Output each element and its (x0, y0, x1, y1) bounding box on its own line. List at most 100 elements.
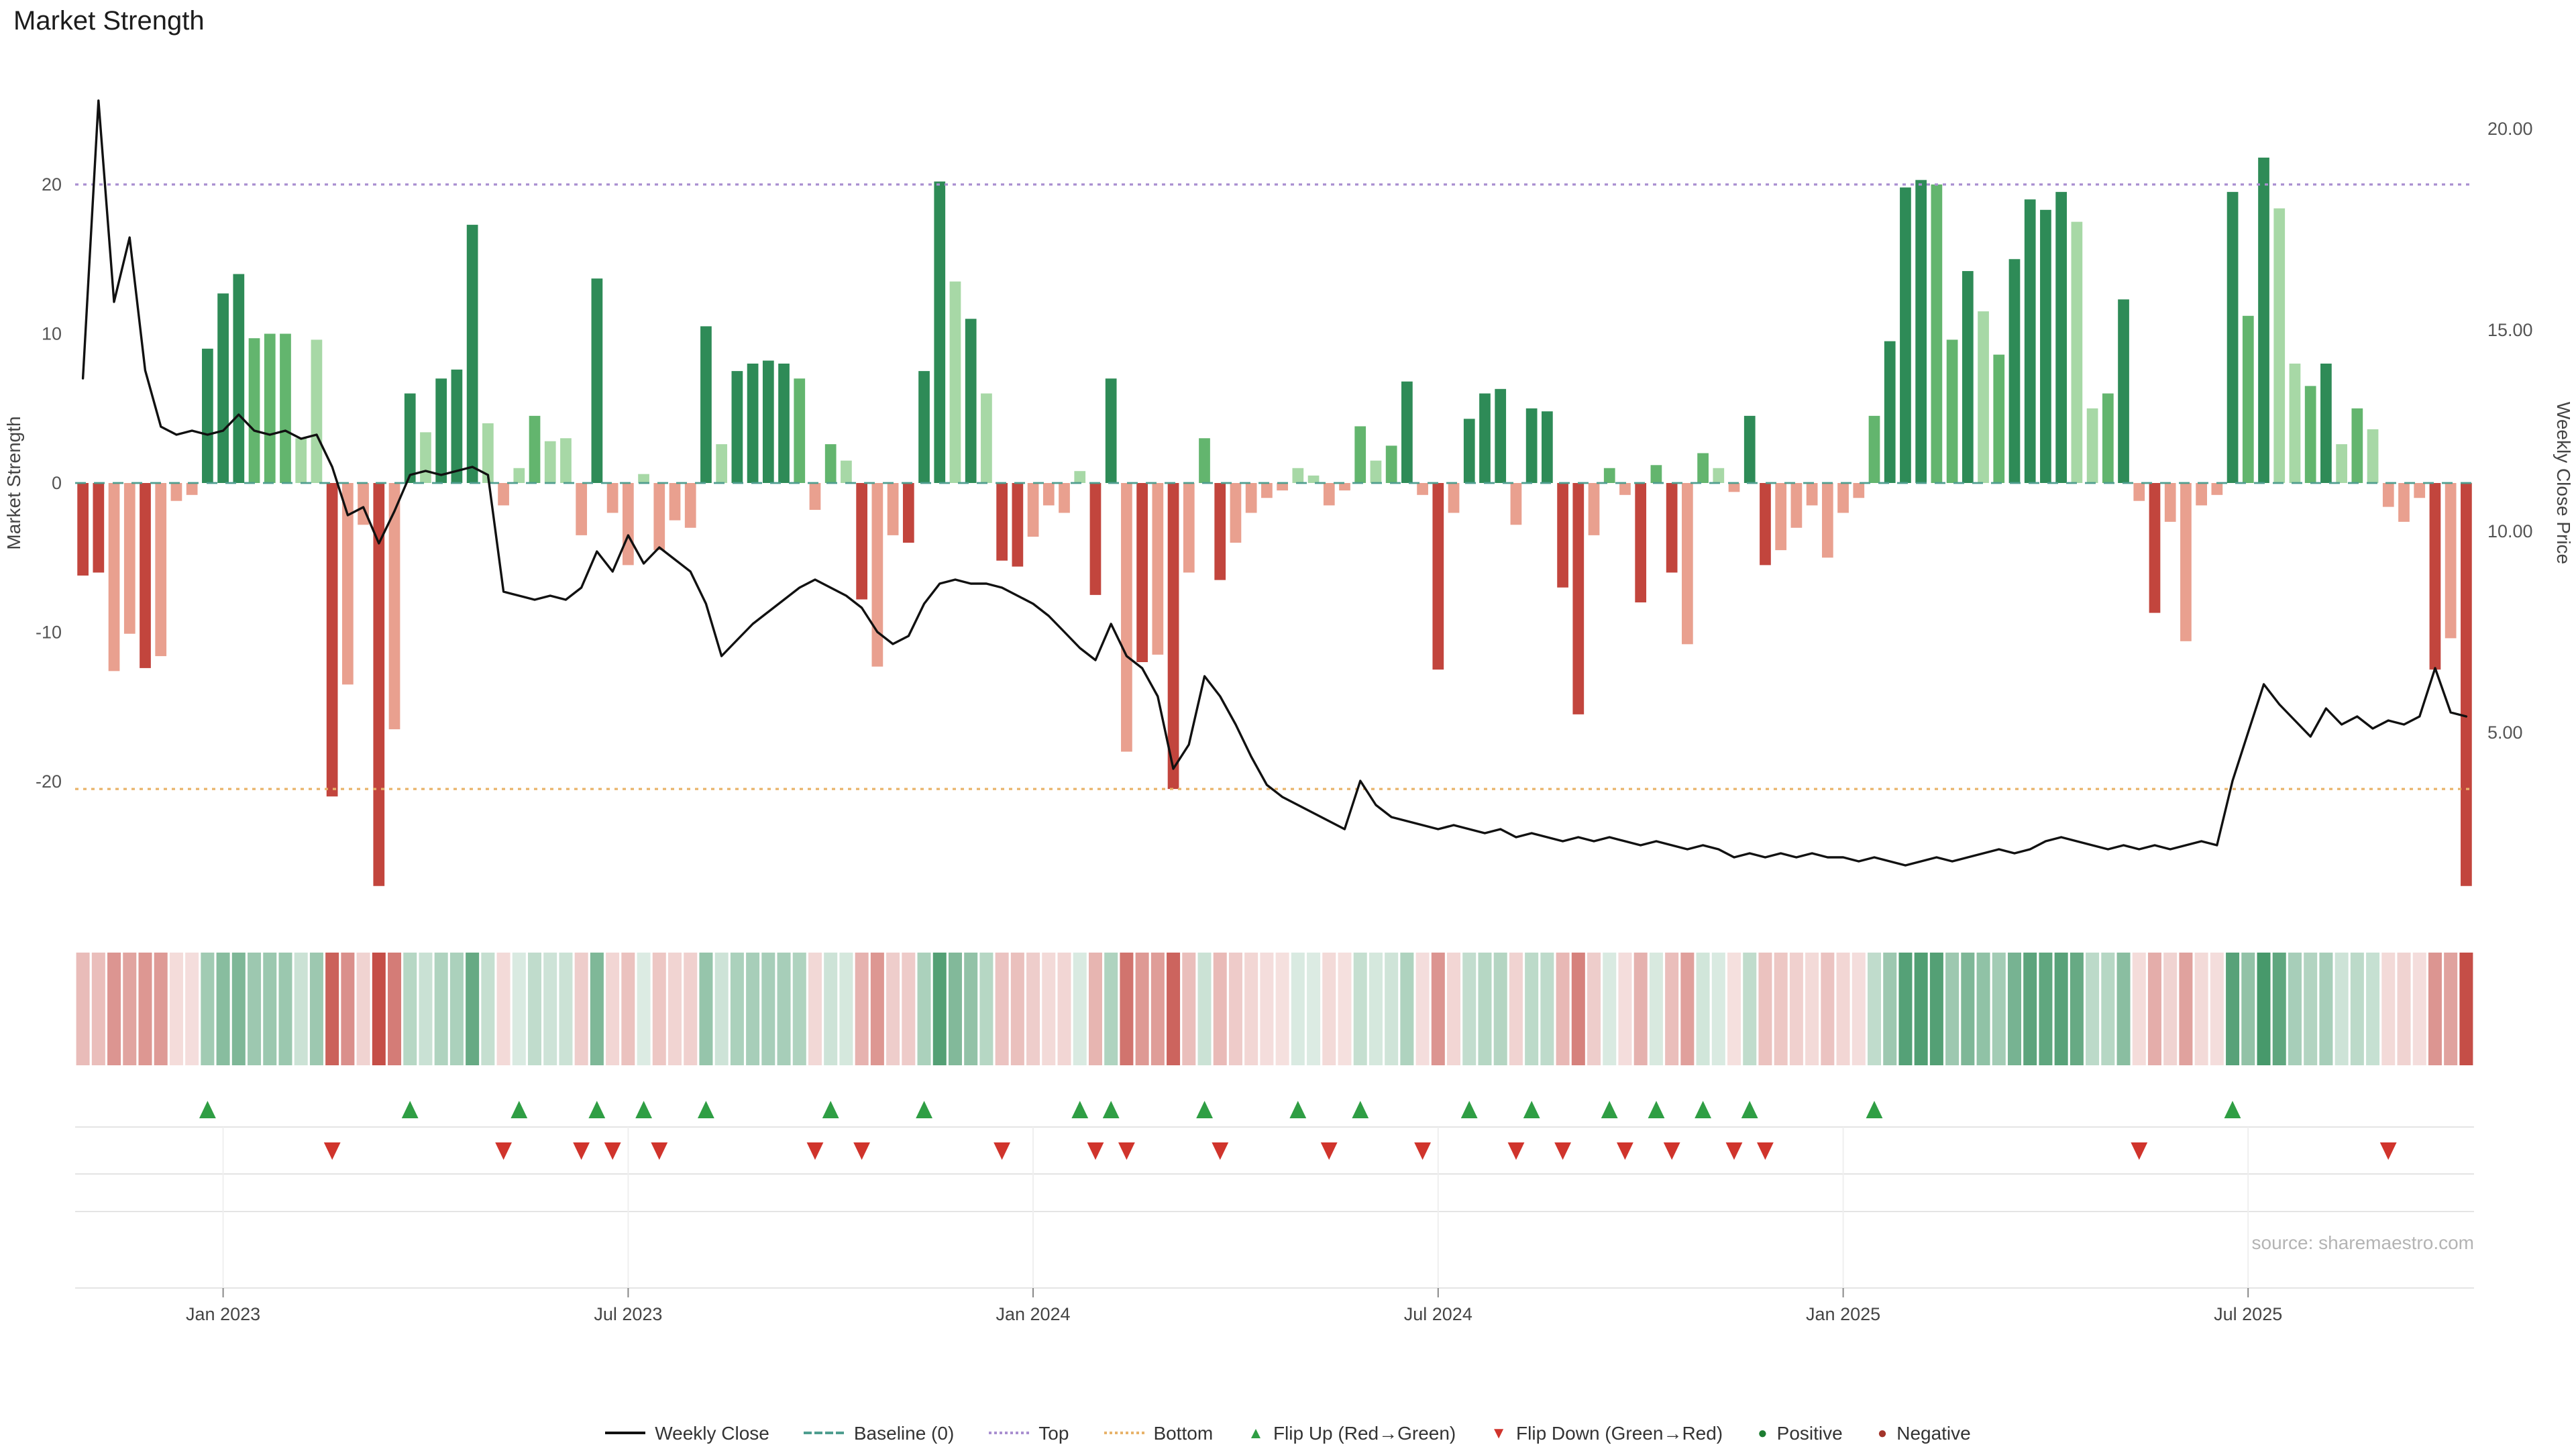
legend-label: Negative (1896, 1422, 1971, 1444)
negative-dot-icon: ● (1877, 1424, 1888, 1442)
strength-bar (622, 483, 634, 566)
heatmap-cell (1696, 953, 1710, 1065)
top-dotted-line-icon (989, 1432, 1030, 1434)
strength-bar (1682, 483, 1693, 645)
heatmap-cell (948, 953, 962, 1065)
heatmap-cell (123, 953, 137, 1065)
heatmap-cell (1353, 953, 1367, 1065)
flip-up-icon (511, 1101, 528, 1118)
flip-up-triangle-icon: ▲ (1248, 1424, 1264, 1442)
heatmap-cell (1556, 953, 1570, 1065)
flip-down-icon (1414, 1142, 1431, 1160)
strength-bar (1292, 468, 1304, 484)
flip-down-icon (495, 1142, 512, 1160)
heatmap-cell (2054, 953, 2068, 1065)
strength-bar (1059, 483, 1070, 513)
source-credit: source: sharemaestro.com (2251, 1232, 2474, 1253)
strength-bar (762, 360, 774, 483)
strength-bar (1074, 471, 1086, 483)
heatmap-cell (1867, 953, 1881, 1065)
strength-bars (77, 157, 2472, 886)
strength-bar (1619, 483, 1631, 495)
heatmap-cell (1415, 953, 1430, 1065)
x-axis-tick-label: Jul 2025 (2214, 1304, 2282, 1324)
strength-bar (1432, 483, 1444, 670)
heatmap-cell (559, 953, 573, 1065)
strength-bar (1199, 438, 1210, 484)
flip-down-icon (1725, 1142, 1743, 1160)
strength-bar (887, 483, 899, 535)
heatmap-cell (1976, 953, 1990, 1065)
flip-down-icon (573, 1142, 590, 1160)
x-axis-tick-label: Jan 2025 (1806, 1304, 1880, 1324)
strength-bar (1743, 415, 1756, 483)
flip-up-icon (635, 1101, 652, 1118)
heatmap-cell (201, 953, 215, 1065)
strength-bar (1230, 483, 1242, 543)
heatmap-cell (2428, 953, 2442, 1065)
strength-bar (2071, 221, 2083, 483)
strength-bar (1542, 411, 1553, 483)
heatmap-cell (714, 953, 729, 1065)
legend-item-baseline: Baseline (0) (804, 1422, 954, 1444)
heatmap-cell (2179, 953, 2193, 1065)
heatmap-cell (1680, 953, 1695, 1065)
heatmap-cell (278, 953, 292, 1065)
heatmap-cell (263, 953, 277, 1065)
flip-down-icon (1617, 1142, 1633, 1160)
strength-bar (1525, 408, 1538, 484)
heatmap-cell (1120, 953, 1134, 1065)
right-axis-tick-label: 10.00 (2487, 521, 2533, 541)
strength-bar (560, 438, 572, 484)
lower-panel-gridlines (75, 1126, 2474, 1289)
strength-bar (2164, 483, 2176, 522)
heatmap-cell (902, 953, 916, 1065)
heatmap-cell (1525, 953, 1539, 1065)
strength-bar (1121, 483, 1132, 752)
strength-bar (108, 483, 120, 672)
strength-bar (2226, 192, 2239, 483)
strength-bar (2289, 364, 2301, 483)
flip-down-icon (1320, 1142, 1338, 1160)
legend-label: Top (1038, 1422, 1069, 1444)
heatmap-cell (76, 953, 90, 1065)
weekly-close-line (81, 99, 2468, 867)
strength-bar (1915, 180, 1927, 483)
heatmap-cell (1150, 953, 1165, 1065)
left-axis-title: Market Strength (3, 416, 24, 549)
heatmap-cell (1244, 953, 1258, 1065)
heatmap-cell (466, 953, 480, 1065)
strength-bar (653, 483, 665, 551)
strength-bar (155, 483, 167, 657)
strength-bar (326, 483, 338, 797)
heatmap-cell (824, 953, 838, 1065)
strength-bar (170, 483, 182, 501)
heatmap-cell (1182, 953, 1196, 1065)
strength-bar (1495, 388, 1507, 483)
flip-down-icon (651, 1142, 668, 1160)
legend-item-top: Top (989, 1422, 1069, 1444)
heatmap-cell (2163, 953, 2178, 1065)
strength-bar (202, 348, 213, 484)
strength-bar (1417, 483, 1428, 495)
heatmap-cell (2397, 953, 2411, 1065)
strength-bar (1946, 339, 1958, 483)
heatmap-cell (699, 953, 713, 1065)
heatmap-cell (621, 953, 635, 1065)
strength-bar (1339, 483, 1350, 491)
strength-bar (1572, 483, 1585, 714)
heatmap-cell (1322, 953, 1336, 1065)
strength-bar (638, 474, 649, 483)
strength-bar (311, 339, 323, 483)
strength-bar (731, 371, 743, 483)
heatmap-cell (2147, 953, 2161, 1065)
heatmap-cell (1493, 953, 1507, 1065)
heatmap-cell (1774, 953, 1788, 1065)
heatmap-cell (1447, 953, 1461, 1065)
flip-down-markers (323, 1142, 2397, 1160)
strength-bar (1713, 468, 1725, 484)
heatmap-cell (2412, 953, 2426, 1065)
strength-bar (2133, 483, 2145, 501)
heatmap-cell (2194, 953, 2208, 1065)
heatmap-cell (730, 953, 744, 1065)
